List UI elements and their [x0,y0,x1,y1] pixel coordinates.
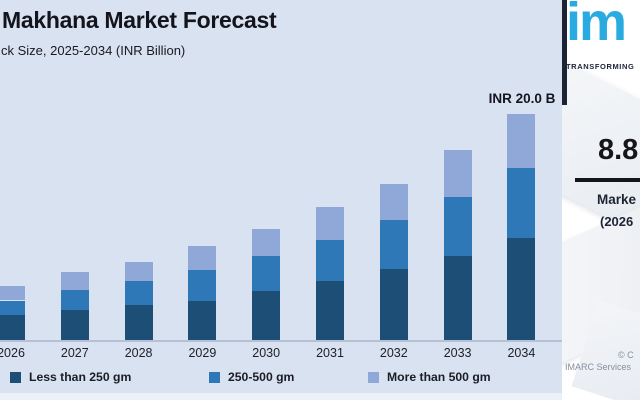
bar-segment-2029 [188,246,217,271]
bar-segment-2028 [124,281,153,305]
bar-segment-2026 [0,315,25,340]
x-axis-label-2029: 2029 [188,346,217,360]
bar-2032 [379,0,408,340]
bar-segment-2034 [507,238,536,340]
bar-segment-2026 [0,300,25,316]
bar-segment-2027 [60,309,89,340]
stat-label-line2: (2026 [600,214,634,229]
bar-segment-2027 [60,290,89,310]
x-axis-label-2031: 2031 [316,346,344,360]
x-axis-label-2034: 2034 [507,346,536,360]
bar-segment-2027 [60,272,89,291]
chart-title: Makhana Market Forecast [2,7,277,33]
bar-segment-2033 [443,256,472,340]
bar-2029 [188,0,217,340]
x-axis-label-2027: 2027 [60,346,89,360]
bar-2027 [60,0,89,340]
bar-segment-2032 [379,268,408,340]
legend-swatch-icon [10,371,21,383]
bar-segment-2031 [316,281,344,340]
legend-swatch-icon [368,371,379,383]
stat-divider [575,178,640,182]
bar-2028 [124,0,153,340]
x-axis-label-2032: 2032 [379,346,408,360]
bar-segment-2034 [507,168,536,239]
bar-segment-2030 [252,291,281,340]
bar-segment-2030 [252,256,281,292]
x-axis-label-2026: 2026 [0,346,25,360]
legend-item-1: Less than 250 gm [10,370,131,384]
legend-item-2: 250-500 gm [209,370,294,384]
legend-label: More than 500 gm [387,370,491,384]
x-axis-label-2033: 2033 [443,346,472,360]
stat-label-line1: Marke [597,192,637,207]
bar-segment-2034 [507,114,536,169]
x-axis-line [0,340,562,342]
legend-label: Less than 250 gm [29,370,132,384]
bar-2031 [316,0,344,340]
bar-segment-2029 [188,270,217,301]
bar-segment-2031 [316,206,344,240]
bottom-strip [0,393,562,400]
bar-segment-2030 [252,229,281,257]
bar-segment-2026 [0,285,25,301]
brand-panel: im TRANSFORMING 8.8 Marke (2026 © C IMAR… [562,0,640,400]
x-axis-label-2030: 2030 [252,346,281,360]
bar-segment-2028 [124,305,153,340]
bar-segment-2028 [124,262,153,282]
bar-segment-2032 [379,220,408,269]
chart-panel: Makhana Market Forecast ck Size, 2025-20… [0,0,562,400]
bar-segment-2033 [443,196,472,257]
bar-2033 [443,0,472,340]
bar-2026 [0,0,25,340]
bar-value-annotation: INR 20.0 B [488,91,556,106]
copyright-line1: © C [618,350,634,360]
bar-segment-2031 [316,239,344,282]
brand-tagline: TRANSFORMING [566,62,635,71]
legend-label: 250-500 gm [228,370,295,384]
bar-segment-2029 [188,300,217,340]
legend-swatch-icon [209,371,220,383]
bar-2034 [507,0,536,340]
chart-subtitle: ck Size, 2025-2034 (INR Billion) [1,43,186,58]
legend-item-3: More than 500 gm [368,370,491,384]
bar-2030 [252,0,281,340]
copyright-line2: IMARC Services [565,362,632,372]
bar-segment-2032 [379,184,408,221]
panel-edge-stripe [562,0,567,105]
stat-value: 8.8 [598,134,639,166]
x-axis-label-2028: 2028 [124,346,153,360]
imarc-logo: im [566,0,627,52]
bar-segment-2033 [443,150,472,197]
